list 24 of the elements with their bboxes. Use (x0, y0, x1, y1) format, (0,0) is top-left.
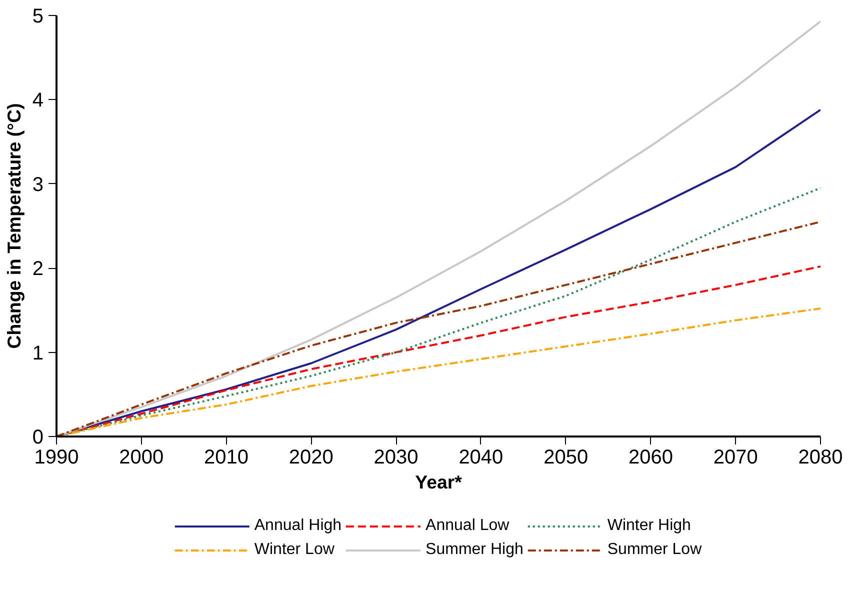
legend-label: Winter Low (254, 540, 334, 558)
y-tick-label: 3 (32, 174, 44, 196)
y-tick-label: 5 (32, 6, 44, 28)
x-tick-label: 1990 (34, 446, 79, 468)
x-tick-label: 2080 (798, 446, 843, 468)
y-tick-label: 4 (32, 90, 44, 112)
y-tick-label: 0 (32, 426, 44, 448)
x-tick-label: 2040 (458, 446, 504, 468)
y-axis-title: Change in Temperature (°C) (3, 103, 24, 349)
x-tick-label: 2060 (628, 446, 673, 468)
legend-label: Summer High (426, 540, 524, 558)
x-tick-label: 2050 (544, 446, 588, 468)
x-tick-label: 2070 (713, 446, 758, 468)
legend-label: Winter High (607, 516, 691, 534)
x-tick-label: 2000 (119, 446, 164, 468)
legend-label: Summer Low (607, 540, 702, 558)
x-tick-label: 2010 (204, 446, 249, 468)
x-tick-label: 2030 (374, 446, 418, 468)
x-tick-label: 2020 (288, 446, 334, 468)
legend-label: Annual High (254, 516, 342, 534)
legend-label: Annual Low (426, 516, 510, 534)
x-axis-title: Year* (415, 472, 463, 492)
y-tick-label: 2 (32, 258, 44, 280)
y-tick-label: 1 (32, 342, 44, 364)
